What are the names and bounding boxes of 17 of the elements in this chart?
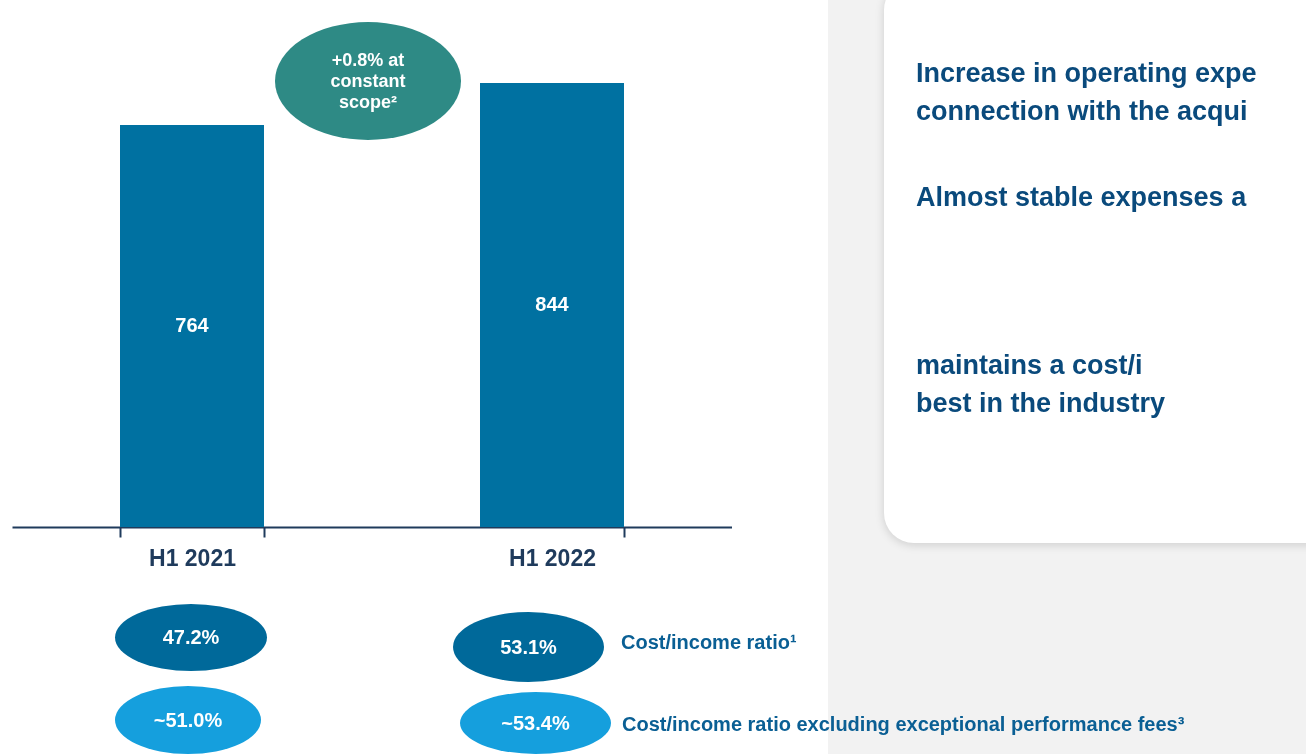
text: best in the industry <box>916 388 1166 419</box>
ellipse-badge: ~53.4% <box>460 692 611 754</box>
text: Cost/income ratio excluding exceptional performance fees³ <box>622 713 1185 736</box>
annotation: +0.8% at constant scope² <box>329 49 407 113</box>
ellipse-badge: 47.2% <box>115 604 267 671</box>
x-tick-label: H1 2021 <box>149 544 237 571</box>
text: Almost stable expenses a <box>916 182 1247 213</box>
text: Increase in operating expe <box>916 58 1257 89</box>
data-label: 764 <box>175 314 210 337</box>
text: Cost/income ratio¹ <box>621 631 797 654</box>
ellipse-badge: 53.1% <box>453 612 604 682</box>
x-tick-label: H1 2022 <box>509 544 596 571</box>
text: connection with the acqui <box>916 96 1248 127</box>
ellipse-badge: ~51.0% <box>115 686 261 754</box>
text: maintains a cost/i <box>916 350 1143 381</box>
ellipse-badge: +0.8% at constant scope² <box>275 22 461 140</box>
data-label: 844 <box>535 293 570 316</box>
